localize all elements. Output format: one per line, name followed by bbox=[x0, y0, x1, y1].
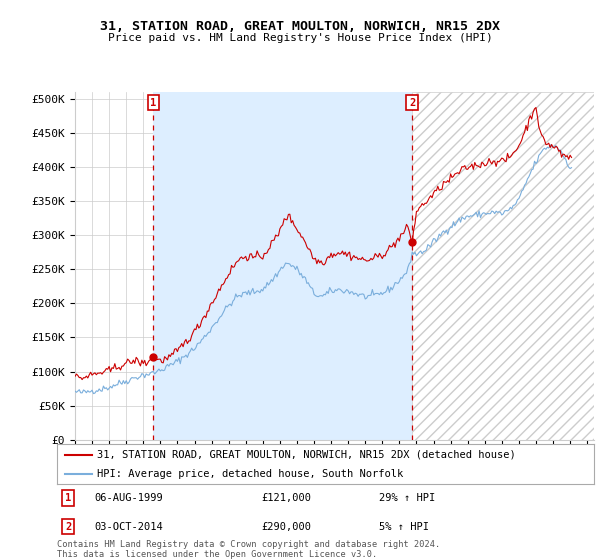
Text: 31, STATION ROAD, GREAT MOULTON, NORWICH, NR15 2DX: 31, STATION ROAD, GREAT MOULTON, NORWICH… bbox=[100, 20, 500, 33]
Text: 31, STATION ROAD, GREAT MOULTON, NORWICH, NR15 2DX (detached house): 31, STATION ROAD, GREAT MOULTON, NORWICH… bbox=[97, 450, 516, 460]
Bar bbox=[412, 92, 594, 440]
Text: 1: 1 bbox=[65, 493, 71, 503]
Text: 1: 1 bbox=[150, 97, 157, 108]
Text: 06-AUG-1999: 06-AUG-1999 bbox=[95, 493, 163, 503]
Text: Price paid vs. HM Land Registry's House Price Index (HPI): Price paid vs. HM Land Registry's House … bbox=[107, 33, 493, 43]
Text: This data is licensed under the Open Government Licence v3.0.: This data is licensed under the Open Gov… bbox=[57, 550, 377, 559]
Text: £290,000: £290,000 bbox=[261, 521, 311, 531]
Text: 2: 2 bbox=[409, 97, 415, 108]
Text: 5% ↑ HPI: 5% ↑ HPI bbox=[379, 521, 429, 531]
Text: £121,000: £121,000 bbox=[261, 493, 311, 503]
Text: HPI: Average price, detached house, South Norfolk: HPI: Average price, detached house, Sout… bbox=[97, 469, 404, 479]
Text: 2: 2 bbox=[65, 521, 71, 531]
Text: Contains HM Land Registry data © Crown copyright and database right 2024.: Contains HM Land Registry data © Crown c… bbox=[57, 540, 440, 549]
Text: 03-OCT-2014: 03-OCT-2014 bbox=[95, 521, 163, 531]
Bar bbox=[154, 92, 412, 440]
Text: 29% ↑ HPI: 29% ↑ HPI bbox=[379, 493, 436, 503]
Bar bbox=[412, 92, 594, 440]
